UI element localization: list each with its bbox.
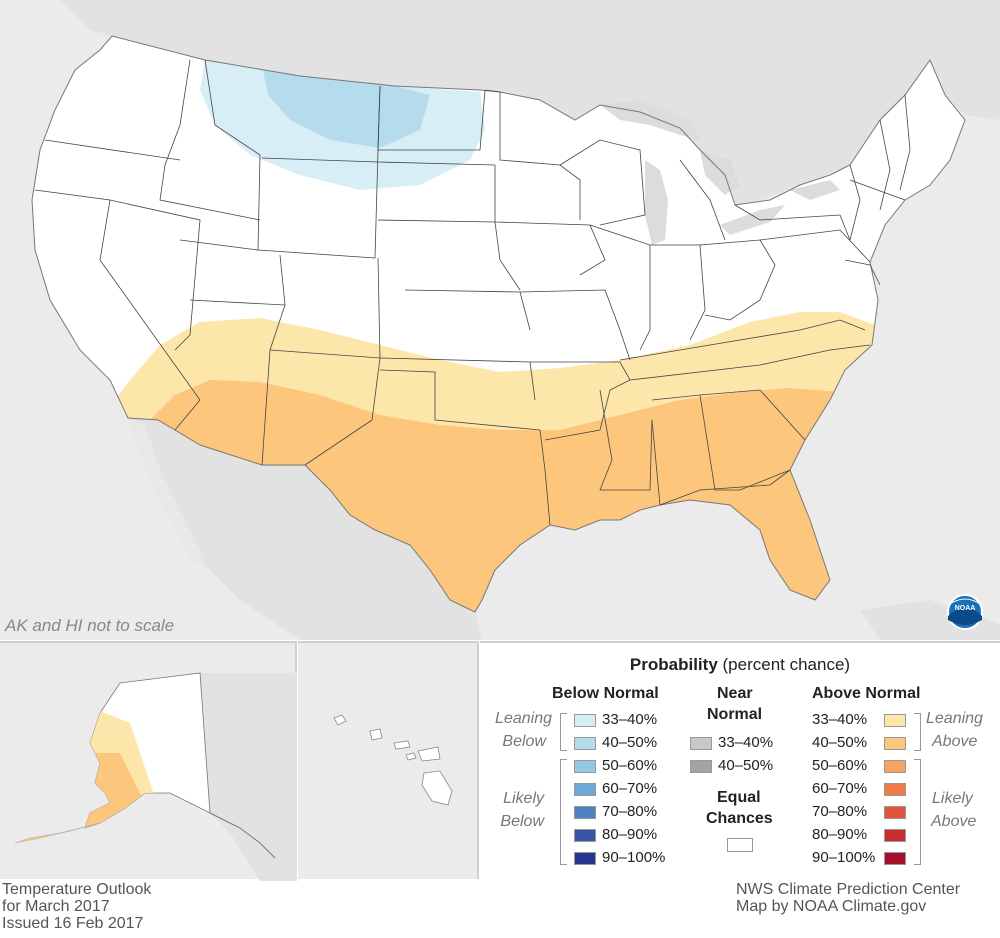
above-likely-label-2: Above <box>931 813 977 830</box>
legend-panel: Probability (percent chance) Below Norma… <box>480 641 1000 879</box>
near-normal-heading-2: Normal <box>707 706 763 723</box>
below-leaning-label-1: Leaning <box>495 710 552 727</box>
map-note: AK and HI not to scale <box>5 616 175 635</box>
legend-title: Probability (percent chance) <box>480 655 1000 675</box>
below-normal-label-0: 33–40% <box>602 711 658 728</box>
main-map[interactable]: AK and HI not to scale NOAA <box>0 0 1000 640</box>
above-leaning-bracket <box>914 713 921 751</box>
near-normal-label-0: 33–40% <box>718 734 774 751</box>
below-likely-bracket <box>560 759 567 865</box>
near-normal-swatch-1 <box>690 760 712 773</box>
below-normal-label-6: 90–100% <box>602 849 666 866</box>
outlook-issued: Issued 16 Feb 2017 <box>2 915 144 932</box>
above-normal-swatch-0 <box>884 714 906 727</box>
above-normal-label-0: 33–40% <box>812 711 868 728</box>
above-normal-label-3: 60–70% <box>812 780 868 797</box>
alaska-map-svg <box>14 672 297 881</box>
noaa-logo <box>947 594 983 630</box>
credits-right: NWS Climate Prediction Center Map by NOA… <box>736 881 960 915</box>
below-normal-label-5: 80–90% <box>602 826 658 843</box>
noaa-logo-text: NOAA <box>954 605 976 612</box>
below-normal-swatch-0 <box>574 714 596 727</box>
near-normal-swatch-0 <box>690 737 712 750</box>
below-normal-swatch-5 <box>574 829 596 842</box>
credit-climate-gov: Map by NOAA Climate.gov <box>736 898 927 915</box>
below-normal-label-4: 70–80% <box>602 803 658 820</box>
below-normal-swatch-2 <box>574 760 596 773</box>
above-likely-bracket <box>914 759 921 865</box>
above-normal-label-4: 70–80% <box>812 803 868 820</box>
above-normal-swatch-6 <box>884 852 906 865</box>
hawaii-map-svg <box>333 714 453 806</box>
above-normal-swatch-2 <box>884 760 906 773</box>
credit-cpc: NWS Climate Prediction Center <box>736 881 961 898</box>
above-normal-swatch-1 <box>884 737 906 750</box>
below-normal-label-2: 50–60% <box>602 757 658 774</box>
hawaii-inset[interactable] <box>298 641 479 879</box>
above-normal-label-2: 50–60% <box>812 757 868 774</box>
below-leaning-bracket <box>560 713 567 751</box>
above-normal-swatch-4 <box>884 806 906 819</box>
above-likely-label-1: Likely <box>932 790 973 807</box>
above-leaning-label-2: Above <box>932 733 978 750</box>
below-normal-40-50-zone <box>262 66 430 148</box>
equal-chances-heading-2: Chances <box>706 810 773 827</box>
below-likely-label-1: Likely <box>503 790 544 807</box>
above-normal-label-6: 90–100% <box>812 849 876 866</box>
below-leaning-label-2: Below <box>502 733 546 750</box>
outlook-title: Temperature Outlook <box>2 881 152 898</box>
outlook-period: for March 2017 <box>2 898 110 915</box>
equal-chances-swatch <box>727 838 753 852</box>
below-normal-swatch-4 <box>574 806 596 819</box>
below-normal-swatch-6 <box>574 852 596 865</box>
above-normal-label-5: 80–90% <box>812 826 868 843</box>
legend-title-rest: (percent chance) <box>717 655 851 674</box>
above-normal-label-1: 40–50% <box>812 734 868 751</box>
state-borders <box>31 35 966 613</box>
near-normal-heading-1: Near <box>717 685 753 702</box>
legend-title-bold: Probability <box>629 655 718 674</box>
below-likely-label-2: Below <box>500 813 544 830</box>
above-normal-swatch-5 <box>884 829 906 842</box>
above-leaning-label-1: Leaning <box>926 710 983 727</box>
credits-left: Temperature Outlook for March 2017 Issue… <box>2 881 151 932</box>
below-normal-swatch-3 <box>574 783 596 796</box>
near-normal-label-1: 40–50% <box>718 757 774 774</box>
equal-chances-heading-1: Equal <box>717 789 761 806</box>
below-normal-label-3: 60–70% <box>602 780 658 797</box>
above-normal-heading: Above Normal <box>812 685 921 702</box>
above-normal-swatch-3 <box>884 783 906 796</box>
alaska-inset[interactable] <box>0 641 297 881</box>
below-normal-swatch-1 <box>574 737 596 750</box>
conus-map-svg <box>0 0 1000 640</box>
below-normal-heading: Below Normal <box>552 685 659 702</box>
below-normal-label-1: 40–50% <box>602 734 658 751</box>
